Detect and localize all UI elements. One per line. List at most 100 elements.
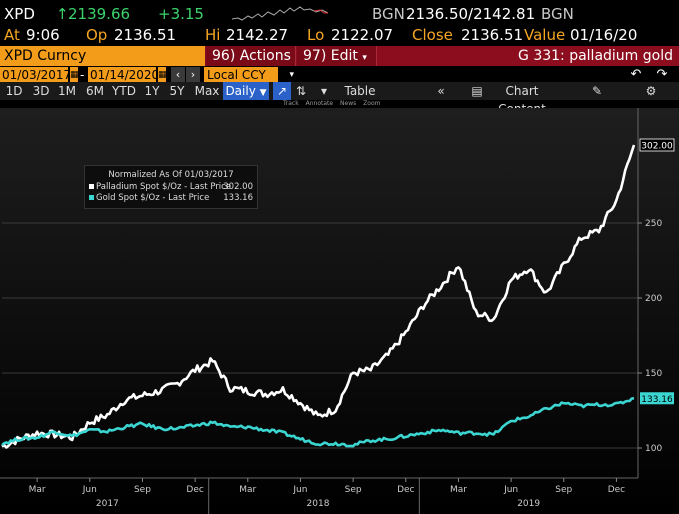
palladium-swatch-icon: [89, 184, 94, 189]
legend-series2-label: Gold Spot $/Oz - Last Price: [96, 193, 210, 203]
end-date-input[interactable]: 01/14/2020: [88, 67, 160, 83]
year-label: 2018: [307, 499, 330, 509]
next-period-button[interactable]: ›: [186, 67, 200, 83]
at-label: At: [4, 26, 20, 44]
chart-toolbar: 1D 3D 1M 6M YTD 1Y 5Y Max Daily ▼ ↗ ⇅ ▾ …: [0, 82, 679, 116]
edit-label: Edit: [330, 48, 358, 64]
legend-series1-value: 302.00: [223, 182, 253, 192]
chart-icon: ▤: [471, 84, 483, 98]
security-bar: XPD Curncy 96) Actions ▾ 97) Edit ▾ G 33…: [0, 46, 679, 83]
x-tick-label: Sep: [345, 485, 362, 495]
bgn-label-2: BGN: [541, 5, 574, 23]
edit-icon[interactable]: ✎: [591, 84, 603, 98]
gold-series-line: [1, 397, 635, 448]
x-tick-label: Mar: [239, 485, 256, 495]
range-max-button[interactable]: Max: [194, 84, 220, 98]
at-time: 9:06: [26, 26, 60, 44]
chevron-down-icon: ▼: [259, 88, 267, 98]
chart-subtools: Track Annotate News Zoom: [283, 100, 385, 107]
redo-icon[interactable]: ↷: [656, 67, 668, 82]
y-tick-label: 150: [645, 369, 662, 379]
legend-item-gold: Gold Spot $/Oz - Last Price 133.16: [89, 193, 253, 203]
x-tick-label: Mar: [450, 485, 467, 495]
range-1m-button[interactable]: 1M: [58, 84, 76, 98]
date-range-bar: 01/03/2017 ▦ - 01/14/2020 ▦ ‹ › Local CC…: [0, 66, 679, 84]
op-label: Op: [86, 26, 108, 44]
x-tick-label: Jun: [82, 485, 97, 495]
y-tick-label: 200: [645, 294, 662, 304]
gold-last-value: 133.16: [640, 392, 674, 405]
last-value-text: 133.16: [641, 395, 673, 405]
page-title: G 331: palladium gold: [518, 48, 673, 64]
currency-label: Local CCY: [207, 68, 266, 82]
track-tool[interactable]: Track: [283, 100, 299, 107]
actions-menu-button[interactable]: 96) Actions ▾: [206, 46, 296, 83]
hi-value: 2142.27: [226, 26, 289, 44]
legend-title: Normalized As Of 01/03/2017: [108, 170, 234, 180]
lo-value: 2122.07: [331, 26, 394, 44]
start-date-input[interactable]: 01/03/2017: [0, 67, 72, 83]
interval-select[interactable]: Daily ▼: [223, 82, 269, 100]
calendar-icon[interactable]: ▦: [158, 67, 167, 83]
calendar-icon[interactable]: ▦: [70, 67, 79, 83]
value-label: Value: [524, 26, 566, 44]
y-tick-label: 250: [645, 219, 662, 229]
prev-period-button[interactable]: ‹: [171, 67, 185, 83]
range-1d-button[interactable]: 1D: [5, 84, 23, 98]
sparkline: [232, 6, 329, 21]
interval-label: Daily: [225, 84, 256, 98]
last-value-box: [639, 138, 675, 152]
news-tool[interactable]: News: [340, 100, 357, 107]
date-separator: -: [80, 68, 85, 82]
palladium-last-value: 302.00: [639, 138, 675, 152]
actions-label: Actions: [239, 48, 291, 64]
last-price: 2139.66: [68, 5, 131, 23]
x-tick-label: Jun: [503, 485, 518, 495]
bar-chart-icon[interactable]: ⇅: [295, 84, 307, 98]
chart-legend[interactable]: Normalized As Of 01/03/2017 Palladium Sp…: [84, 165, 258, 209]
chart-content-button[interactable]: Chart Content: [498, 84, 546, 116]
range-3d-button[interactable]: 3D: [32, 84, 50, 98]
lo-label: Lo: [307, 26, 325, 44]
last-value-labels: 302.00 133.16: [639, 138, 675, 405]
line-chart-icon[interactable]: ↗: [273, 82, 291, 100]
close-value: 2136.51: [461, 26, 524, 44]
price-change: +3.15: [158, 5, 204, 23]
chevron-down-icon: ▾: [289, 70, 294, 80]
close-label: Close: [412, 26, 453, 44]
collapse-left-icon[interactable]: «: [437, 84, 445, 98]
ticker-symbol: XPD: [4, 5, 35, 23]
x-axis: Mar Jun Sep Dec Mar Jun Sep Dec Mar Jun Sep Dec 2017…: [0, 477, 638, 514]
undo-icon[interactable]: ↶: [630, 67, 642, 82]
y-axis: 100 150 200 250: [637, 108, 662, 478]
x-tick-label: Dec: [186, 485, 203, 495]
x-tick-label: Jun: [292, 485, 307, 495]
zoom-tool[interactable]: Zoom: [363, 100, 381, 107]
up-arrow-icon: ↑: [56, 5, 69, 23]
x-tick-label: Sep: [134, 485, 151, 495]
edit-number: 97): [303, 48, 327, 64]
gold-swatch-icon: [89, 195, 94, 200]
bid-ask: 2136.50/2142.81: [406, 5, 536, 23]
annotate-tool[interactable]: Annotate: [305, 100, 334, 107]
security-field[interactable]: XPD Curncy: [0, 46, 205, 66]
edit-menu-button[interactable]: 97) Edit ▾: [297, 46, 377, 66]
range-5y-button[interactable]: 5Y: [169, 84, 185, 98]
actions-number: 96): [212, 48, 236, 64]
chevron-down-icon: ▾: [362, 53, 367, 63]
legend-item-palladium: Palladium Spot $/Oz - Last Price 302.00: [89, 182, 253, 192]
x-tick-label: Mar: [29, 485, 46, 495]
ticker-bar: XPD ↑ 2139.66 +3.15 BGN 2136.50/2142.81 …: [0, 0, 679, 28]
range-ytd-button[interactable]: YTD: [112, 84, 136, 98]
range-6m-button[interactable]: 6M: [86, 84, 104, 98]
chevron-down-icon[interactable]: ▾: [320, 84, 328, 98]
last-value-text: 302.00: [641, 142, 673, 152]
gear-icon[interactable]: ⚙: [645, 84, 657, 98]
chart-grid: [2, 222, 638, 449]
range-1y-button[interactable]: 1Y: [144, 84, 160, 98]
x-tick-label: Dec: [397, 485, 414, 495]
hi-label: Hi: [205, 26, 221, 44]
table-button[interactable]: Table: [344, 84, 376, 98]
currency-select[interactable]: Local CCY ▾: [204, 67, 294, 83]
year-label: 2019: [517, 499, 540, 509]
